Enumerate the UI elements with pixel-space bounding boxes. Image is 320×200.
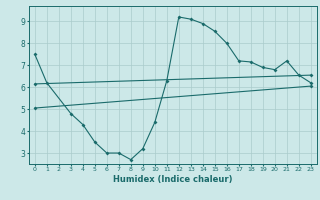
X-axis label: Humidex (Indice chaleur): Humidex (Indice chaleur) — [113, 175, 233, 184]
